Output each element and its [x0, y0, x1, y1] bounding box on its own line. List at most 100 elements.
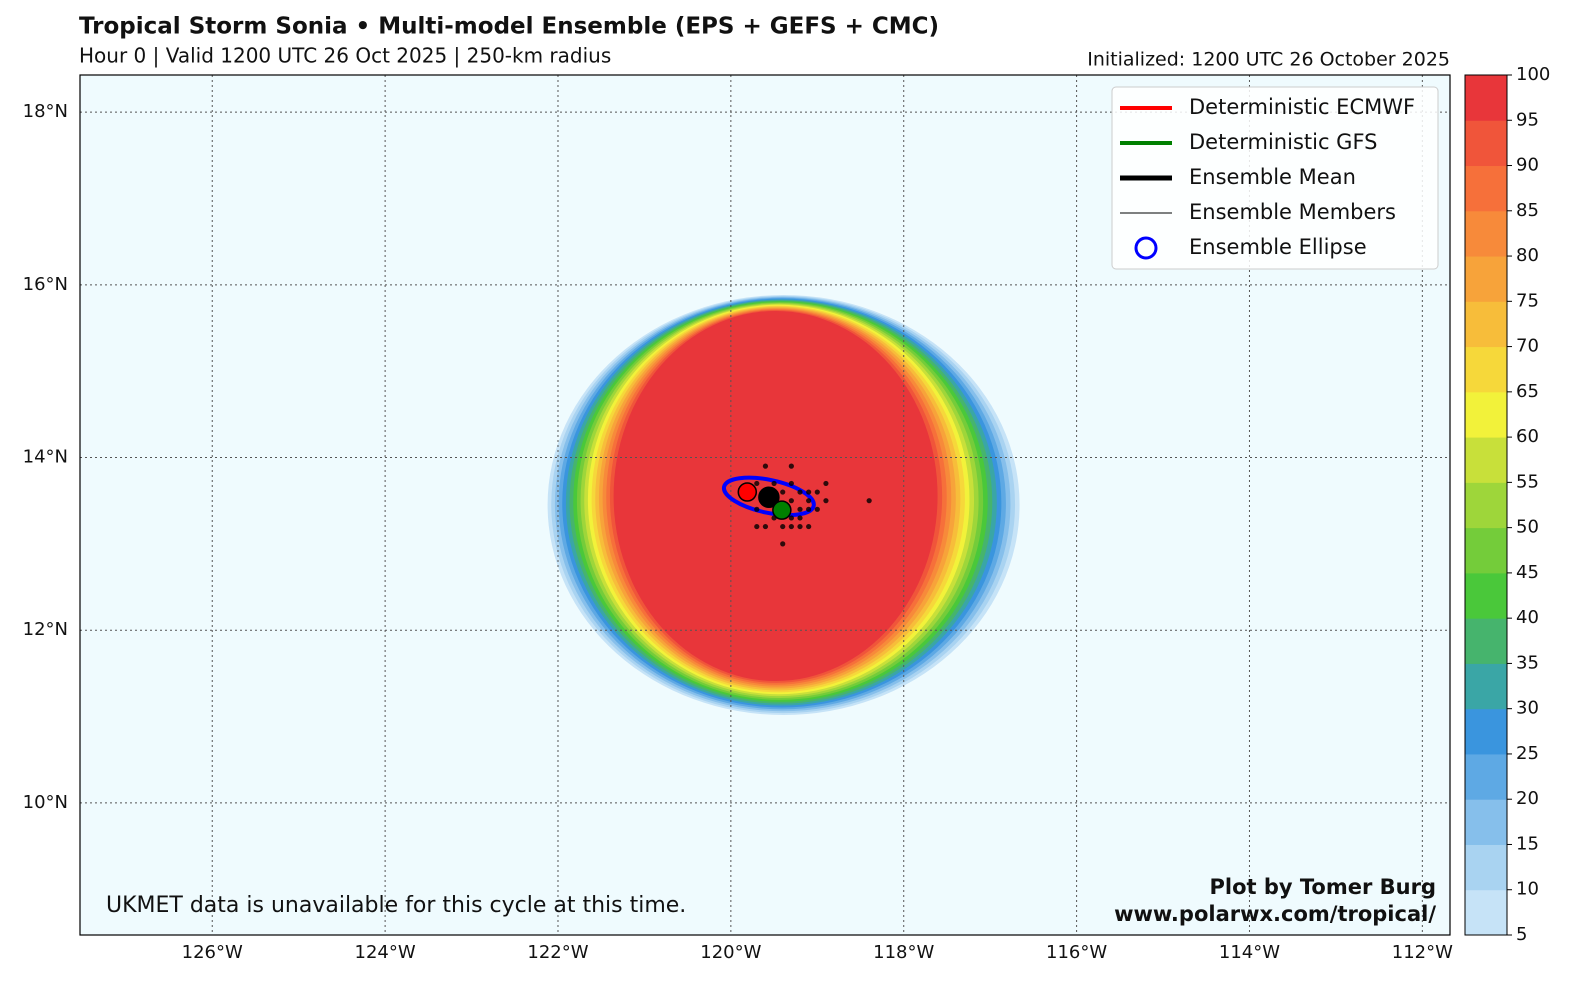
member-point	[814, 506, 820, 512]
colorbar-label: 80	[1516, 245, 1539, 266]
member-point	[823, 498, 829, 504]
member-point	[806, 506, 812, 512]
colorbar-label: 35	[1516, 652, 1539, 673]
colorbar-band	[1465, 391, 1507, 438]
colorbar-label: 65	[1516, 381, 1539, 402]
member-point	[866, 498, 872, 504]
x-tick-label: 126°W	[182, 942, 243, 963]
chart-subtitle: Hour 0 | Valid 1200 UTC 26 Oct 2025 | 25…	[79, 44, 611, 68]
colorbar-label: 15	[1516, 833, 1539, 854]
x-tick-label: 116°W	[1046, 942, 1107, 963]
member-point	[771, 480, 777, 487]
member-point	[797, 489, 803, 495]
credit: www.polarwx.com/tropical/	[1114, 902, 1436, 926]
colorbar-label: 85	[1516, 200, 1539, 221]
colorbar-label: 70	[1516, 336, 1539, 357]
y-tick-label: 14°N	[23, 447, 68, 468]
y-tick-label: 16°N	[23, 274, 68, 295]
colorbar-band	[1465, 256, 1507, 302]
member-point	[806, 489, 812, 495]
member-point	[780, 523, 786, 530]
colorbar-label: 50	[1516, 517, 1539, 538]
member-point	[797, 523, 803, 530]
member-point	[754, 523, 760, 530]
member-point	[797, 506, 803, 512]
colorbar-band	[1465, 301, 1507, 348]
colorbar-label: 40	[1516, 607, 1539, 628]
colorbar-band	[1465, 437, 1507, 483]
legend-swatch	[1134, 236, 1158, 260]
colorbar-label: 55	[1516, 471, 1539, 492]
colorbar-label: 10	[1516, 879, 1539, 900]
ensemble-ellipse	[721, 475, 816, 518]
x-tick-label: 112°W	[1392, 942, 1453, 963]
colorbar-band	[1465, 482, 1507, 529]
colorbar-band	[1465, 844, 1507, 891]
colorbar-label: 100	[1516, 64, 1550, 85]
member-point	[823, 480, 829, 487]
y-tick-label: 10°N	[23, 792, 68, 813]
map-frame	[79, 74, 1451, 936]
member-point	[788, 463, 794, 469]
member-point	[806, 523, 812, 530]
member-point	[754, 506, 760, 512]
colorbar-band	[1465, 799, 1507, 845]
member-point	[806, 498, 812, 504]
member-point	[814, 489, 820, 495]
model-point	[737, 482, 758, 502]
legend-label: Deterministic GFS	[1189, 130, 1378, 154]
colorbar-label: 25	[1516, 743, 1539, 764]
colorbar: 5 10 15 20 25 30 35 40 45 50 55 60 65 70 75 80 85 90 95 100	[1464, 64, 1550, 945]
init-time: Initialized: 1200 UTC 26 October 2025	[1087, 49, 1450, 71]
x-tick-label: 120°W	[700, 942, 761, 963]
x-tick-label: 114°W	[1219, 942, 1280, 963]
member-point	[780, 489, 786, 495]
member-point	[780, 541, 786, 547]
colorbar-band	[1465, 346, 1507, 393]
x-tick-label: 122°W	[527, 942, 588, 963]
member-point	[788, 480, 794, 487]
colorbar-band	[1465, 708, 1507, 755]
legend-box	[1111, 86, 1439, 270]
member-point	[788, 515, 794, 521]
legend-label: Ensemble Members	[1189, 200, 1396, 224]
member-point	[762, 463, 769, 469]
colorbar-label: 5	[1516, 924, 1527, 945]
colorbar-band	[1465, 753, 1507, 800]
colorbar-label: 45	[1516, 562, 1539, 583]
colorbar-label: 30	[1516, 698, 1539, 719]
probability-field	[547, 295, 1020, 715]
note: UKMET data is unavailable for this cycle…	[106, 893, 686, 918]
colorbar-label: 95	[1516, 109, 1539, 130]
legend-label: Ensemble Ellipse	[1189, 235, 1367, 259]
colorbar-band	[1465, 572, 1507, 619]
model-point	[758, 486, 780, 508]
colorbar-label: 60	[1516, 426, 1539, 447]
colorbar-band	[1465, 120, 1507, 167]
y-tick-label: 12°N	[23, 619, 68, 640]
member-point	[788, 498, 794, 504]
model-point	[772, 500, 792, 520]
x-tick-label: 124°W	[355, 942, 416, 963]
colorbar-band	[1465, 75, 1507, 121]
x-tick-label: 118°W	[873, 942, 934, 963]
chart-title: Tropical Storm Sonia • Multi-model Ensem…	[79, 14, 939, 40]
colorbar-label: 75	[1516, 290, 1539, 311]
legend-label: Ensemble Mean	[1189, 165, 1356, 189]
colorbar-band	[1465, 210, 1507, 257]
colorbar-frame	[1464, 74, 1508, 936]
colorbar-band	[1465, 527, 1507, 574]
grid	[80, 75, 1450, 935]
colorbar-band	[1465, 889, 1507, 936]
legend-label: Deterministic ECMWF	[1189, 95, 1415, 119]
credit: Plot by Tomer Burg	[1210, 875, 1437, 899]
y-tick-label: 18°N	[23, 101, 68, 122]
legend: Deterministic ECMWF Deterministic GFS Ense…	[1111, 86, 1439, 270]
colorbar-label: 90	[1516, 155, 1539, 176]
tracks	[721, 463, 872, 547]
colorbar-label: 20	[1516, 788, 1539, 809]
member-point	[754, 480, 760, 487]
member-point	[797, 515, 803, 521]
